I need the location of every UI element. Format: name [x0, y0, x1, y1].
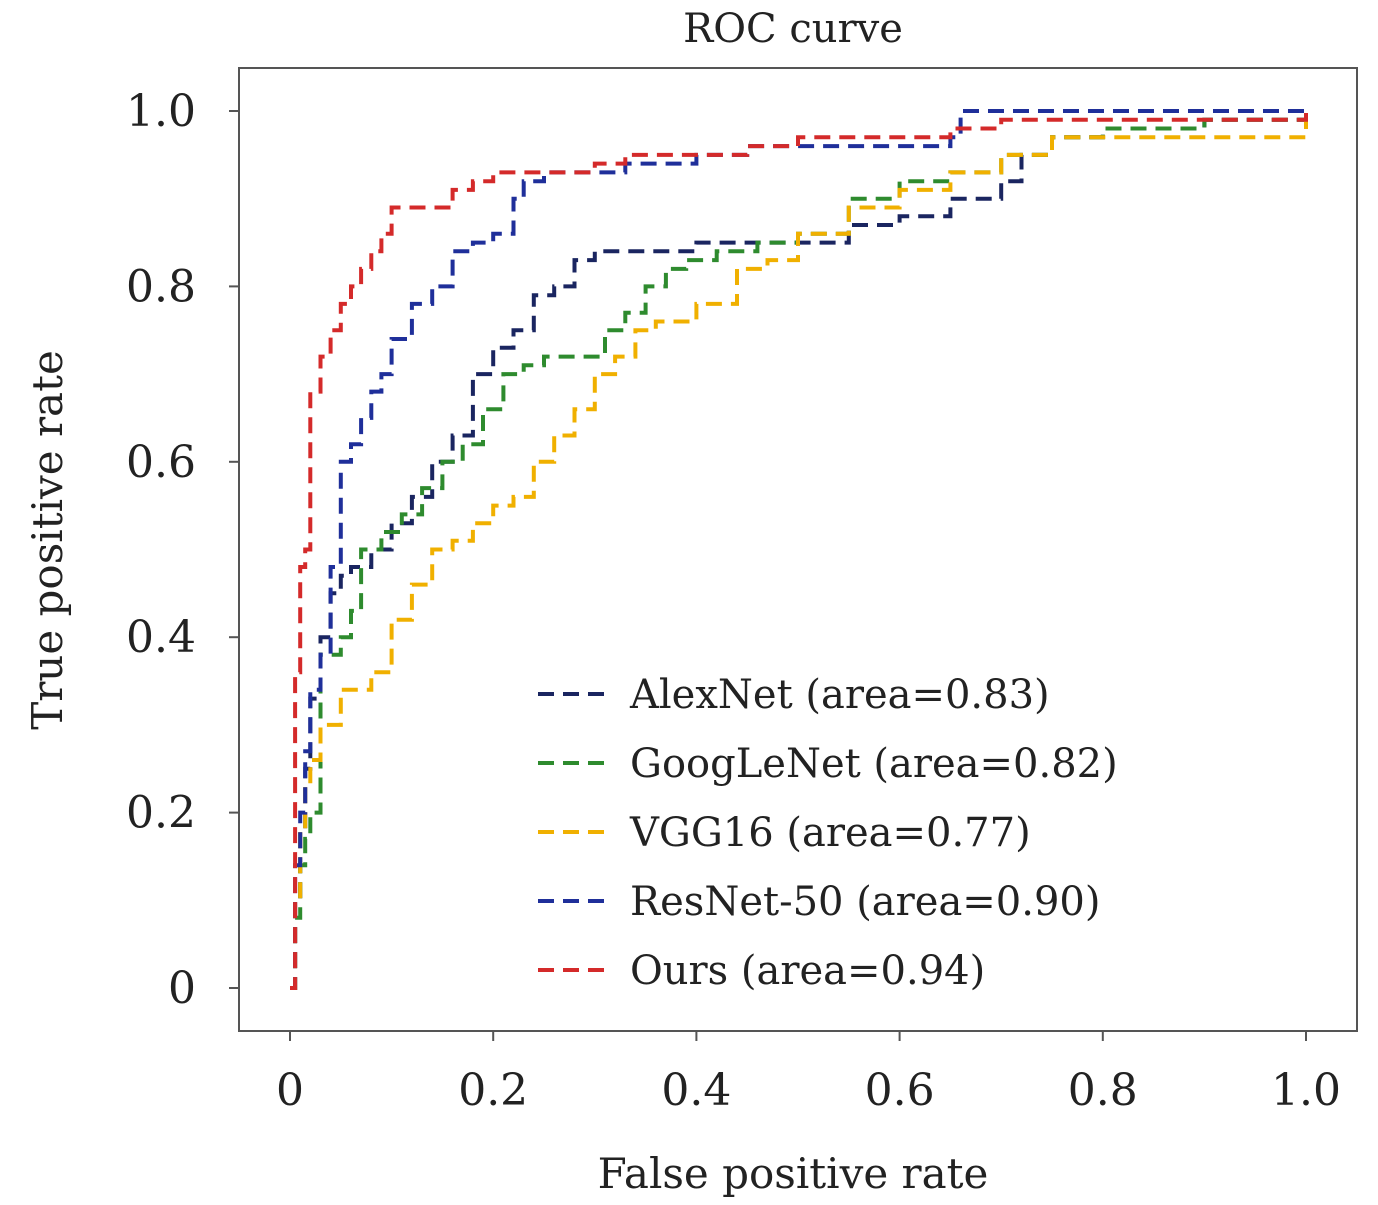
y-tick-label: 0.6 — [126, 437, 196, 488]
x-axis-label: False positive rate — [598, 1149, 989, 1198]
y-tick-label: 0 — [168, 963, 196, 1014]
legend-label: ResNet-50 (area=0.90) — [630, 879, 1100, 925]
x-tick-label: 0.4 — [661, 1065, 731, 1116]
y-tick-label: 0.8 — [126, 261, 196, 312]
legend-label: VGG16 (area=0.77) — [629, 810, 1031, 856]
roc-curve-1 — [290, 111, 1308, 990]
y-tick-label: 0.4 — [126, 612, 196, 663]
roc-curve-2 — [290, 111, 1308, 990]
y-tick-label: 0.2 — [126, 788, 196, 839]
plot-frame — [238, 67, 1358, 1032]
x-tick-label: 0 — [276, 1065, 304, 1116]
x-tick-label: 0.6 — [865, 1065, 935, 1116]
y-axis-label: True positive rate — [23, 350, 72, 730]
legend-label: Ours (area=0.94) — [630, 948, 985, 994]
curves-layer — [290, 109, 1308, 990]
x-axis-ticks: 0 0.2 0.4 0.6 0.8 1.0 — [276, 1031, 1341, 1116]
x-tick-label: 0.8 — [1068, 1065, 1138, 1116]
y-axis-ticks: 0 0.2 0.4 0.6 0.8 1.0 — [126, 86, 239, 1014]
x-tick-label: 1.0 — [1271, 1065, 1341, 1116]
roc-curve-3 — [290, 111, 1308, 990]
roc-curve-4 — [290, 109, 1306, 990]
legend-label: GoogLeNet (area=0.82) — [630, 741, 1118, 787]
legend-label: AlexNet (area=0.83) — [629, 672, 1050, 718]
x-tick-label: 0.2 — [458, 1065, 528, 1116]
chart-title: ROC curve — [683, 6, 903, 52]
y-tick-label: 1.0 — [126, 86, 196, 137]
legend: AlexNet (area=0.83) GoogLeNet (area=0.82)… — [538, 672, 1118, 994]
